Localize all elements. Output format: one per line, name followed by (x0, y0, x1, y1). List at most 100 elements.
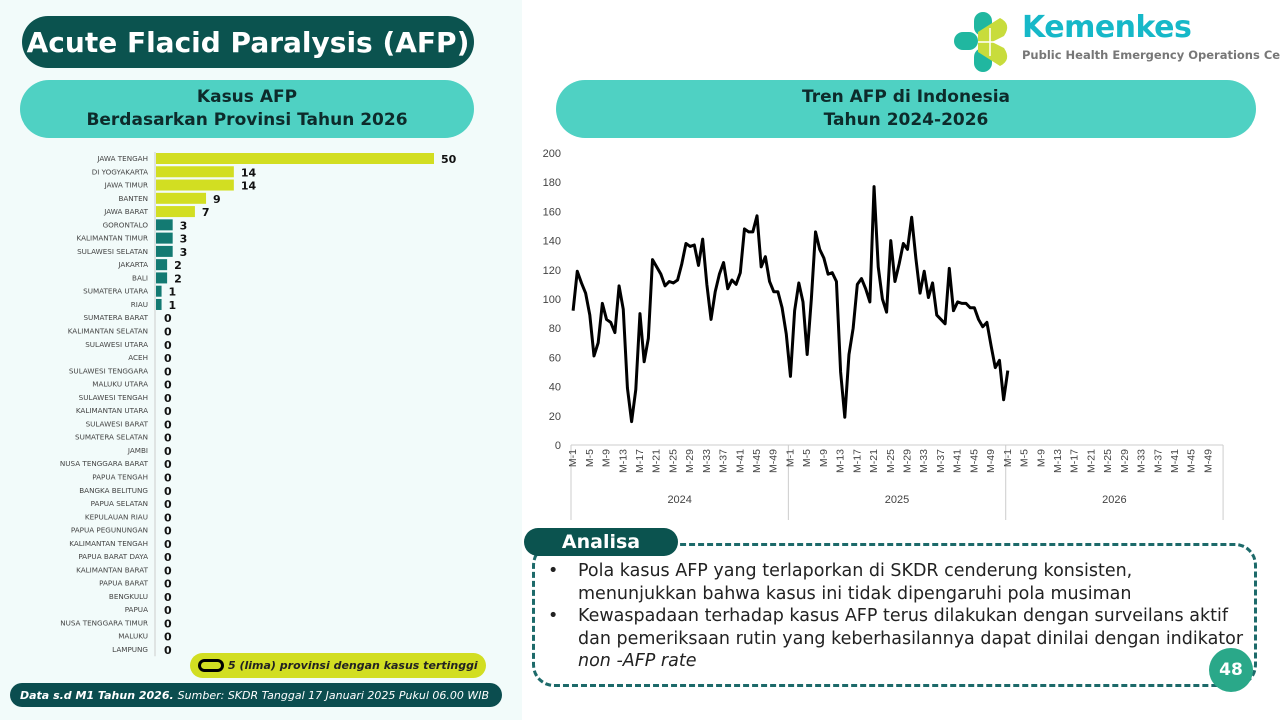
x-tick-label: M-49 (768, 449, 780, 473)
x-tick-label: M-37 (718, 449, 730, 473)
bar-value-label: 0 (164, 617, 172, 630)
bar-category-label: NUSA TENGGARA TIMUR (60, 618, 148, 627)
bar-value-label: 2 (174, 259, 182, 272)
analysis-item: Kewaspadaan terhadap kasus AFP terus dil… (548, 605, 1248, 673)
x-tick-label: M-29 (684, 449, 696, 473)
x-tick-label: M-45 (968, 449, 980, 473)
bar-value-label: 0 (164, 471, 172, 484)
bar-category-label: KALIMANTAN SELATAN (68, 327, 148, 336)
y-tick-label: 100 (543, 294, 561, 306)
bar-value-label: 0 (164, 326, 172, 339)
x-tick-label: M-17 (634, 449, 646, 473)
legend-text: 5 (lima) provinsi dengan kasus tertinggi (228, 659, 478, 672)
bar-value-label: 0 (164, 392, 172, 405)
bar-value-label: 14 (241, 166, 257, 179)
y-tick-label: 40 (549, 382, 561, 394)
bar (156, 179, 234, 191)
bar (156, 153, 434, 164)
bar-category-label: MALUKU (118, 632, 148, 641)
bar-chart-title-line2: Berdasarkan Provinsi Tahun 2026 (86, 110, 408, 130)
x-tick-label: M-1 (1002, 449, 1014, 467)
year-label: 2025 (885, 494, 909, 506)
bar-value-label: 0 (164, 538, 172, 551)
page-title: Acute Flacid Paralysis (AFP) (22, 16, 474, 68)
bar-category-label: BALI (132, 273, 148, 282)
bar-category-label: JAKARTA (117, 260, 148, 269)
x-tick-label: M-5 (584, 449, 596, 467)
bar-category-label: PAPUA (125, 605, 148, 614)
bar-value-label: 0 (164, 445, 172, 458)
highlight-ring-icon (198, 659, 224, 672)
y-tick-label: 140 (543, 236, 561, 248)
bar-value-label: 3 (180, 246, 188, 259)
kemenkes-cross-icon (954, 12, 1008, 72)
province-bar-chart: JAWA TENGAH 50 DI YOGYAKARTA 14 JAWA TIMUR 14… (60, 152, 457, 657)
bar (156, 245, 173, 257)
bar-category-label: PAPUA SELATAN (91, 499, 148, 508)
bar-category-label: ACEH (128, 353, 148, 362)
legend-badge: 5 (lima) provinsi dengan kasus tertinggi (190, 653, 486, 678)
x-tick-label: M-21 (1085, 449, 1097, 473)
x-tick-label: M-49 (985, 449, 997, 473)
x-tick-label: M-37 (1152, 449, 1164, 473)
x-tick-label: M-33 (1136, 449, 1148, 473)
x-tick-label: M-37 (935, 449, 947, 473)
bar-category-label: SULAWESI BARAT (86, 419, 149, 428)
bar-category-label: JAWA TIMUR (104, 181, 148, 190)
x-tick-label: M-1 (784, 449, 796, 467)
bar-value-label: 0 (164, 631, 172, 644)
bar-value-label: 0 (164, 511, 172, 524)
analysis-item-italic: non -AFP rate (578, 651, 697, 671)
bar (156, 272, 168, 284)
bar-category-label: KEPULAUAN RIAU (85, 512, 148, 521)
y-tick-label: 80 (549, 323, 561, 335)
bar-value-label: 14 (241, 180, 257, 193)
bar-value-label: 1 (169, 299, 177, 312)
bar-value-label: 0 (164, 551, 172, 564)
page-number: 48 (1209, 648, 1253, 692)
bar-category-label: BENGKULU (109, 592, 148, 601)
x-tick-label: M-41 (952, 449, 964, 473)
bar-category-label: SUMATERA SELATAN (75, 433, 148, 442)
bar-value-label: 3 (180, 233, 188, 246)
bar-category-label: SULAWESI SELATAN (77, 247, 148, 256)
x-tick-label: M-41 (734, 449, 746, 473)
bar-value-label: 0 (164, 312, 172, 325)
y-tick-label: 20 (549, 411, 561, 423)
bar-category-label: LAMPUNG (112, 645, 148, 654)
bar-value-label: 0 (164, 644, 172, 657)
bar-category-label: KALIMANTAN BARAT (76, 565, 148, 574)
x-tick-label: M-21 (868, 449, 880, 473)
logo-subtitle: Public Health Emergency Operations Cente… (1022, 48, 1280, 62)
bar-value-label: 0 (164, 578, 172, 591)
bar-category-label: NUSA TENGGARA BARAT (60, 459, 149, 468)
footer-source: Data s.d M1 Tahun 2026. Sumber: SKDR Tan… (10, 683, 502, 707)
bar-value-label: 50 (441, 153, 457, 166)
trend-line (571, 185, 1010, 424)
bar-value-label: 0 (164, 604, 172, 617)
x-tick-label: M-13 (835, 449, 847, 473)
x-tick-label: M-41 (1169, 449, 1181, 473)
y-tick-label: 60 (549, 352, 561, 364)
analysis-box (532, 543, 1257, 687)
x-tick-label: M-17 (1069, 449, 1081, 473)
bar-value-label: 0 (164, 339, 172, 352)
line-chart-title-line1: Tren AFP di Indonesia (801, 87, 1011, 107)
bar-category-label: BANTEN (118, 194, 148, 203)
x-tick-label: M-5 (801, 449, 813, 467)
footer-data-date: Data s.d M1 Tahun 2026. (20, 688, 174, 702)
bar-value-label: 7 (202, 206, 210, 219)
x-tick-label: M-17 (851, 449, 863, 473)
bar-chart-title-line1: Kasus AFP (196, 87, 298, 107)
x-tick-label: M-45 (751, 449, 763, 473)
bar (156, 192, 207, 204)
y-tick-label: 180 (543, 177, 561, 189)
bar-category-label: SULAWESI TENGAH (79, 393, 148, 402)
bar-category-label: JAWA TENGAH (96, 154, 148, 163)
bar-category-label: PAPUA BARAT (99, 579, 148, 588)
bar-category-label: JAMBI (127, 446, 148, 455)
x-tick-label: M-9 (818, 449, 830, 467)
bar-category-label: PAPUA TENGAH (92, 472, 148, 481)
kemenkes-logo: Kemenkes Public Health Emergency Operati… (952, 10, 1280, 74)
bar-category-label: KALIMANTAN TENGAH (69, 539, 148, 548)
